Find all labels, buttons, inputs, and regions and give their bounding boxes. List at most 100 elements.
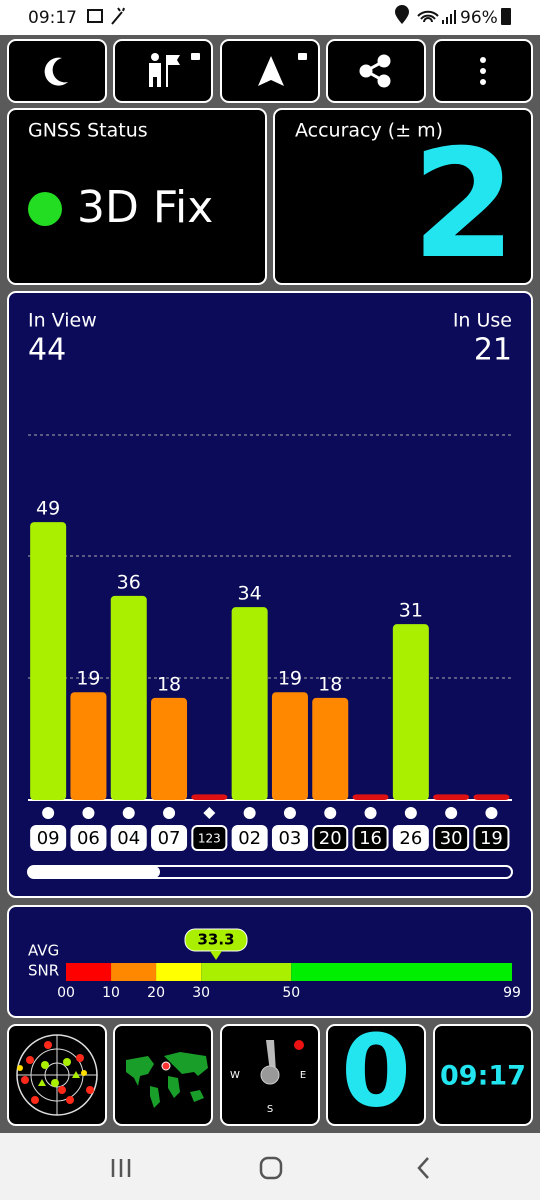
value-label: 31 bbox=[399, 600, 423, 622]
moon-icon bbox=[44, 57, 68, 86]
x-tick-label: 30 bbox=[440, 828, 463, 849]
satellite-marker bbox=[324, 807, 337, 819]
in-view-label: In View bbox=[28, 310, 97, 332]
accuracy-panel bbox=[273, 108, 533, 285]
x-tick-label: 04 bbox=[117, 828, 140, 849]
snr-panel bbox=[7, 905, 533, 1018]
satellite-id-box bbox=[151, 825, 188, 851]
wifi-icon bbox=[417, 10, 439, 23]
value-label: 36 bbox=[117, 571, 141, 593]
satellite-marker bbox=[243, 807, 256, 819]
bar bbox=[473, 794, 510, 800]
x-tick-label: 06 bbox=[77, 828, 100, 849]
satellite-id-box bbox=[70, 825, 107, 851]
satellite-id-box bbox=[271, 825, 308, 851]
battery-percent: 96% bbox=[460, 8, 498, 28]
satellite-id-box bbox=[433, 825, 470, 851]
in-use-label: In Use bbox=[453, 310, 512, 332]
scrollbar-thumb[interactable] bbox=[28, 866, 160, 878]
clock-value: 09:17 bbox=[440, 1061, 526, 1092]
accuracy-value: 2 bbox=[412, 118, 516, 292]
satellite-marker bbox=[42, 807, 55, 819]
snr-band bbox=[201, 963, 292, 981]
share-icon bbox=[359, 54, 391, 88]
bar bbox=[30, 522, 67, 800]
value-label: 34 bbox=[238, 583, 262, 605]
snr-tick-label: 20 bbox=[147, 985, 165, 1001]
count-tile[interactable] bbox=[326, 1024, 426, 1126]
satellite-marker bbox=[485, 807, 498, 819]
satellite-marker bbox=[163, 807, 176, 819]
avg-pointer bbox=[210, 951, 223, 960]
satellite-id-box bbox=[191, 825, 228, 851]
status-bar bbox=[0, 0, 540, 35]
x-tick-label: 09 bbox=[37, 828, 60, 849]
x-tick-label: 26 bbox=[399, 828, 422, 849]
count-value: 0 bbox=[341, 1012, 411, 1129]
night-mode-button[interactable] bbox=[7, 39, 107, 103]
bar bbox=[271, 692, 308, 800]
home-button[interactable] bbox=[259, 1156, 283, 1180]
share-button[interactable] bbox=[326, 39, 426, 103]
accuracy-title: Accuracy (± m) bbox=[295, 120, 443, 142]
satellite-id-box bbox=[352, 825, 389, 851]
snr-tick-label: 50 bbox=[282, 985, 300, 1001]
value-label: 19 bbox=[76, 668, 100, 690]
x-tick-label: 16 bbox=[359, 828, 382, 849]
satellite-marker bbox=[364, 807, 377, 819]
x-tick-label: 02 bbox=[238, 828, 261, 849]
x-tick-label: 20 bbox=[319, 828, 342, 849]
survey-button[interactable] bbox=[113, 39, 213, 103]
value-label: 18 bbox=[157, 673, 181, 695]
snr-band bbox=[111, 963, 157, 981]
bars: 49 09 19 06 36 04 18 07 123 34 02 19 03 18 20 16 31 26 30 1… bbox=[30, 498, 510, 851]
status-time: 09:17 bbox=[28, 8, 77, 28]
snr-tick-label: 30 bbox=[192, 985, 210, 1001]
navigation-icon bbox=[258, 53, 307, 86]
nav-bar bbox=[0, 1133, 540, 1200]
x-tick-label: 123 bbox=[198, 832, 221, 846]
menu-icon bbox=[480, 57, 486, 85]
x-tick-label: 03 bbox=[278, 828, 301, 849]
in-view-value: 44 bbox=[28, 333, 66, 368]
map-tile[interactable] bbox=[113, 1024, 213, 1126]
satellite-id-box bbox=[110, 825, 147, 851]
satellite-marker bbox=[122, 807, 135, 819]
clock-tile[interactable] bbox=[433, 1024, 533, 1126]
satellite-marker bbox=[404, 807, 417, 819]
recents-button[interactable] bbox=[111, 1159, 131, 1177]
snr-band bbox=[156, 963, 202, 981]
satellite-marker bbox=[445, 807, 458, 819]
back-button[interactable] bbox=[417, 1157, 429, 1179]
in-use-value: 21 bbox=[474, 333, 512, 368]
survey-icon bbox=[149, 53, 200, 87]
satellite-id-box bbox=[312, 825, 349, 851]
satellite-marker bbox=[203, 807, 216, 819]
x-tick-label: 07 bbox=[158, 828, 181, 849]
compass-south: S bbox=[267, 1104, 273, 1115]
toolbar bbox=[7, 39, 533, 103]
satellite-id-box bbox=[392, 825, 429, 851]
signal-icon bbox=[442, 10, 456, 24]
status-indicator bbox=[28, 192, 62, 226]
bar bbox=[231, 607, 268, 800]
bar bbox=[352, 794, 389, 800]
value-label: 49 bbox=[36, 498, 60, 520]
snr-scale: 00 10 20 30 50 99 33.3 bbox=[57, 928, 521, 1001]
bar bbox=[191, 794, 228, 800]
satellite-marker bbox=[82, 807, 95, 819]
gnss-status-panel bbox=[7, 108, 267, 285]
gnss-status-title: GNSS Status bbox=[28, 120, 148, 142]
x-tick-label: 19 bbox=[480, 828, 503, 849]
world-map-icon bbox=[126, 1052, 208, 1108]
compass-west: W bbox=[230, 1070, 240, 1081]
compass: W E S bbox=[230, 1040, 306, 1115]
snr-label: SNR bbox=[28, 962, 59, 980]
grid bbox=[28, 434, 512, 679]
satellite-id-box bbox=[231, 825, 268, 851]
compass-east: E bbox=[300, 1070, 306, 1081]
value-label: 19 bbox=[278, 668, 302, 690]
bar bbox=[70, 692, 107, 800]
